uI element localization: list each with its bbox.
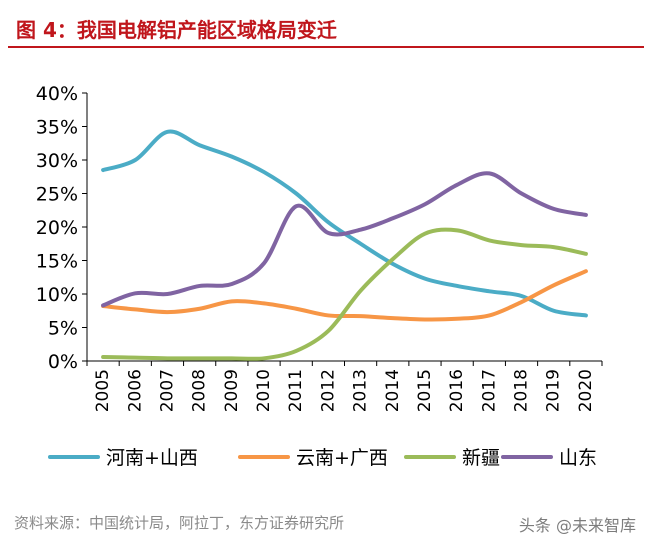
title-divider [8,46,644,48]
legend: 河南+山西 云南+广西 新疆 山东 [48,447,597,469]
legend-label: 山东 [559,447,597,469]
x-tick-label: 2020 [576,369,596,412]
y-tick-label: 0% [48,351,78,373]
x-tick-label: 2014 [383,369,403,412]
x-tick-label: 2015 [415,369,435,412]
watermark: 头条 @未来智库 [518,516,636,535]
x-tick-label: 2018 [512,369,532,412]
y-tick-label: 15% [36,251,78,273]
x-tick-label: 2012 [318,369,338,412]
legend-label: 新疆 [462,447,500,469]
x-tick-label: 2013 [351,369,371,412]
x-tick-label: 2019 [544,369,564,412]
line-chart: 0%5%10%15%20%25%30%35%40% 2005 2006 2007 20… [36,83,603,469]
y-tick-label: 20% [36,217,78,239]
y-tick-label: 30% [36,150,78,172]
y-tick-label: 40% [36,83,78,105]
x-tick-label: 2010 [254,369,274,412]
series-line-新疆 [101,227,588,361]
x-tick-label: 2008 [190,369,210,412]
x-tick-label: 2017 [479,369,499,412]
series-line-河南+山西 [101,129,588,318]
legend-label: 河南+山西 [106,447,198,469]
series-line-云南+广西 [101,269,588,322]
y-tick-label: 10% [36,284,78,306]
x-tick-label: 2005 [93,369,113,412]
series-lines [101,129,588,361]
x-tick-label: 2007 [157,369,177,412]
x-tick-label: 2016 [447,369,467,412]
x-tick-label: 2006 [125,369,145,412]
y-tick-label: 35% [36,117,78,139]
x-tick-label: 2009 [222,369,242,412]
source-note: 资料来源：中国统计局，阿拉丁，东方证券研究所 [14,514,345,532]
chart-title: 图 4：我国电解铝产能区域格局变迁 [16,18,337,42]
y-axis-ticks: 0% 5% 10% 15% 20% 25% 30% 35% 40% [36,83,87,373]
x-axis-ticks: 2005 2006 2007 2008 2009 2010 2011 2012 2013 2014… [86,361,603,412]
x-tick-label: 2011 [286,369,306,412]
series-line-山东 [101,171,588,308]
legend-label: 云南+广西 [296,447,388,469]
y-tick-label: 25% [36,184,78,206]
y-tick-label: 5% [48,318,78,340]
